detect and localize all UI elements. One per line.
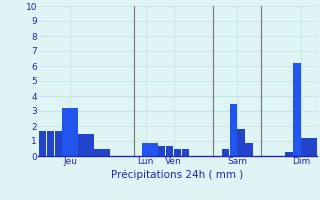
Bar: [166, 146, 173, 156]
Bar: [102, 148, 110, 156]
Bar: [174, 148, 181, 156]
Bar: [62, 108, 70, 156]
Bar: [39, 130, 46, 156]
Bar: [150, 142, 157, 156]
Bar: [86, 134, 94, 156]
Bar: [142, 142, 149, 156]
Bar: [301, 138, 309, 156]
Bar: [309, 138, 316, 156]
Bar: [285, 152, 293, 156]
Bar: [237, 129, 245, 156]
Bar: [70, 108, 78, 156]
Bar: [158, 146, 165, 156]
Bar: [182, 148, 189, 156]
Bar: [245, 142, 253, 156]
X-axis label: Précipitations 24h ( mm ): Précipitations 24h ( mm ): [111, 169, 244, 180]
Bar: [229, 104, 237, 156]
Bar: [221, 148, 229, 156]
Bar: [293, 63, 301, 156]
Bar: [78, 134, 86, 156]
Bar: [54, 130, 62, 156]
Bar: [94, 148, 102, 156]
Bar: [46, 130, 54, 156]
